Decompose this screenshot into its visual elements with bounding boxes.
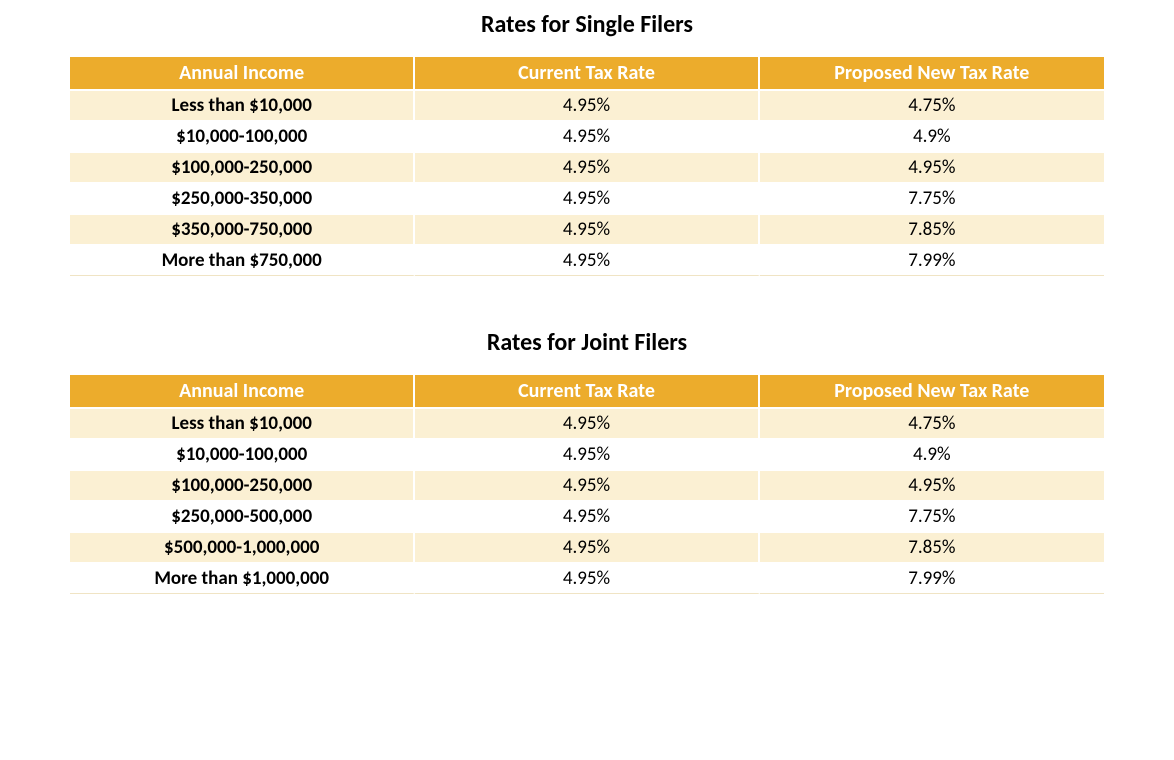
cell-income: $10,000-100,000 bbox=[70, 120, 415, 151]
cell-proposed-rate: 7.75% bbox=[760, 500, 1104, 531]
cell-proposed-rate: 4.9% bbox=[760, 120, 1104, 151]
cell-income: $10,000-100,000 bbox=[70, 438, 415, 469]
cell-proposed-rate: 7.99% bbox=[760, 562, 1104, 594]
table-title-joint: Rates for Joint Filers bbox=[70, 328, 1104, 357]
table-header-row: Annual Income Current Tax Rate Proposed … bbox=[70, 57, 1104, 89]
cell-current-rate: 4.95% bbox=[415, 182, 759, 213]
table-row: $350,000-750,000 4.95% 7.85% bbox=[70, 213, 1104, 244]
table-title-single: Rates for Single Filers bbox=[70, 10, 1104, 39]
table-row: $500,000-1,000,000 4.95% 7.85% bbox=[70, 531, 1104, 562]
cell-income: $500,000-1,000,000 bbox=[70, 531, 415, 562]
table-row: Less than $10,000 4.95% 4.75% bbox=[70, 407, 1104, 438]
cell-proposed-rate: 7.99% bbox=[760, 244, 1104, 276]
cell-current-rate: 4.95% bbox=[415, 500, 759, 531]
table-row: $100,000-250,000 4.95% 4.95% bbox=[70, 151, 1104, 182]
cell-current-rate: 4.95% bbox=[415, 244, 759, 276]
cell-proposed-rate: 7.85% bbox=[760, 531, 1104, 562]
cell-proposed-rate: 7.75% bbox=[760, 182, 1104, 213]
cell-current-rate: 4.95% bbox=[415, 562, 759, 594]
col-header-proposed-rate: Proposed New Tax Rate bbox=[760, 375, 1104, 407]
cell-income: $350,000-750,000 bbox=[70, 213, 415, 244]
cell-proposed-rate: 4.75% bbox=[760, 89, 1104, 120]
cell-current-rate: 4.95% bbox=[415, 438, 759, 469]
cell-income: Less than $10,000 bbox=[70, 89, 415, 120]
col-header-income: Annual Income bbox=[70, 57, 415, 89]
cell-income: $100,000-250,000 bbox=[70, 151, 415, 182]
cell-income: $250,000-350,000 bbox=[70, 182, 415, 213]
table-row: $10,000-100,000 4.95% 4.9% bbox=[70, 120, 1104, 151]
cell-income: More than $1,000,000 bbox=[70, 562, 415, 594]
cell-proposed-rate: 4.95% bbox=[760, 151, 1104, 182]
cell-proposed-rate: 4.95% bbox=[760, 469, 1104, 500]
cell-income: More than $750,000 bbox=[70, 244, 415, 276]
table-row: $250,000-350,000 4.95% 7.75% bbox=[70, 182, 1104, 213]
cell-income: $250,000-500,000 bbox=[70, 500, 415, 531]
col-header-income: Annual Income bbox=[70, 375, 415, 407]
cell-current-rate: 4.95% bbox=[415, 407, 759, 438]
cell-proposed-rate: 7.85% bbox=[760, 213, 1104, 244]
single-filers-table: Annual Income Current Tax Rate Proposed … bbox=[70, 57, 1104, 276]
table-row: Less than $10,000 4.95% 4.75% bbox=[70, 89, 1104, 120]
cell-proposed-rate: 4.75% bbox=[760, 407, 1104, 438]
col-header-proposed-rate: Proposed New Tax Rate bbox=[760, 57, 1104, 89]
table-row: More than $750,000 4.95% 7.99% bbox=[70, 244, 1104, 276]
joint-filers-table: Annual Income Current Tax Rate Proposed … bbox=[70, 375, 1104, 594]
single-filers-section: Rates for Single Filers Annual Income Cu… bbox=[70, 10, 1104, 276]
cell-proposed-rate: 4.9% bbox=[760, 438, 1104, 469]
cell-current-rate: 4.95% bbox=[415, 89, 759, 120]
table-row: More than $1,000,000 4.95% 7.99% bbox=[70, 562, 1104, 594]
cell-income: Less than $10,000 bbox=[70, 407, 415, 438]
cell-current-rate: 4.95% bbox=[415, 469, 759, 500]
table-row: $100,000-250,000 4.95% 4.95% bbox=[70, 469, 1104, 500]
cell-current-rate: 4.95% bbox=[415, 531, 759, 562]
table-row: $250,000-500,000 4.95% 7.75% bbox=[70, 500, 1104, 531]
table-header-row: Annual Income Current Tax Rate Proposed … bbox=[70, 375, 1104, 407]
col-header-current-rate: Current Tax Rate bbox=[415, 375, 759, 407]
table-row: $10,000-100,000 4.95% 4.9% bbox=[70, 438, 1104, 469]
cell-income: $100,000-250,000 bbox=[70, 469, 415, 500]
cell-current-rate: 4.95% bbox=[415, 151, 759, 182]
joint-filers-section: Rates for Joint Filers Annual Income Cur… bbox=[70, 328, 1104, 594]
cell-current-rate: 4.95% bbox=[415, 120, 759, 151]
col-header-current-rate: Current Tax Rate bbox=[415, 57, 759, 89]
cell-current-rate: 4.95% bbox=[415, 213, 759, 244]
